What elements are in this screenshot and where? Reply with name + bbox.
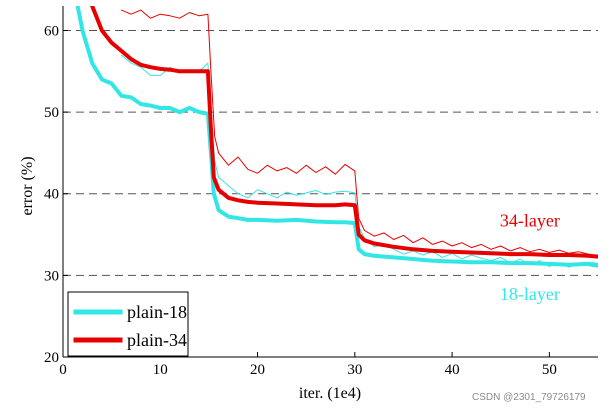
- x-tick-label: 0: [59, 362, 67, 378]
- watermark: CSDN @2301_79726179: [472, 392, 586, 403]
- series-lines: [75, 6, 598, 268]
- annotation-18-layer: 18-layer: [500, 284, 560, 304]
- series-line-plain-34-thin: [120, 9, 598, 257]
- annotation-34-layer: 34-layer: [500, 210, 560, 230]
- x-tick-label: 10: [153, 362, 168, 378]
- legend-box: [67, 291, 189, 357]
- x-tick-label: 40: [445, 362, 460, 378]
- y-tick-label: 30: [44, 268, 59, 284]
- legend-label-plain-34: plain-34: [127, 330, 187, 350]
- y-axis-label: error (%): [19, 156, 36, 215]
- series-line-plain-18: [75, 6, 598, 267]
- x-axis-label: iter. (1e4): [299, 385, 361, 402]
- y-tick-label: 50: [44, 105, 59, 121]
- y-tick-label: 40: [44, 187, 59, 203]
- tick-labels: 20 30 40 50 60 0 10 20 30 40 50: [44, 23, 557, 378]
- y-tick-label: 20: [44, 350, 59, 366]
- x-tick-label: 50: [542, 362, 557, 378]
- series-line-plain-34: [90, 6, 598, 259]
- axes: [62, 6, 598, 358]
- x-tick-label: 30: [347, 362, 362, 378]
- legend: plain-18 plain-34: [67, 291, 189, 357]
- legend-label-plain-18: plain-18: [127, 302, 187, 322]
- x-tick-label: 20: [250, 362, 265, 378]
- y-tick-label: 60: [44, 23, 59, 39]
